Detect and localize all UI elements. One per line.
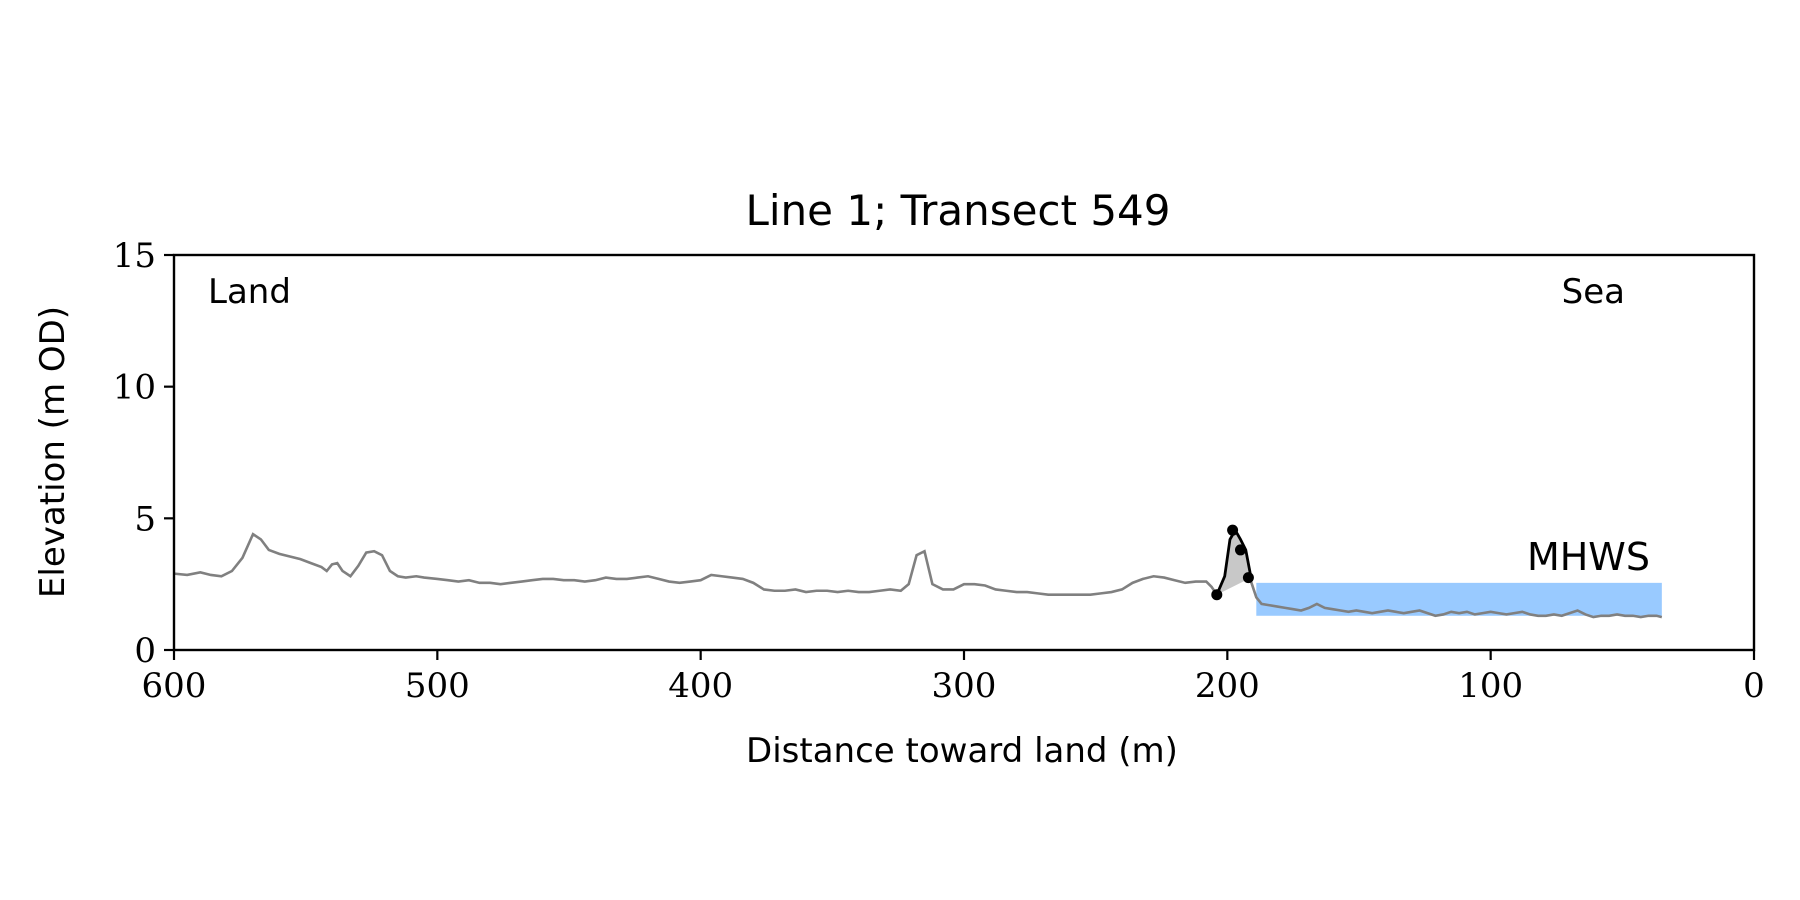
profile-line-land — [173, 532, 1218, 597]
x-tick-label-6: 0 — [1743, 666, 1765, 706]
plot-area — [173, 524, 1663, 619]
dune-markers — [1211, 524, 1254, 601]
x-tick-label-4: 200 — [1195, 666, 1260, 706]
chart-title: Line 1; Transect 549 — [745, 186, 1170, 235]
dune-marker-3 — [1242, 572, 1254, 584]
y-axis: 0 5 10 15 — [113, 236, 174, 671]
mhws-label: MHWS — [1527, 535, 1650, 579]
profile-line-sea — [1249, 581, 1663, 619]
x-tick-label-2: 400 — [668, 666, 733, 706]
y-tick-label-1: 5 — [134, 499, 156, 539]
x-tick-label-1: 500 — [405, 666, 470, 706]
x-axis-label: Distance toward land (m) — [746, 731, 1178, 771]
x-tick-label-5: 100 — [1458, 666, 1523, 706]
land-annotation: Land — [208, 272, 291, 312]
dune-marker-1 — [1227, 524, 1239, 536]
y-axis-label: Elevation (m OD) — [33, 306, 73, 598]
y-tick-label-2: 10 — [113, 368, 156, 408]
y-tick-label-0: 0 — [134, 631, 156, 671]
x-tick-label-3: 300 — [932, 666, 997, 706]
sea-annotation: Sea — [1562, 272, 1625, 312]
y-tick-label-3: 15 — [113, 236, 156, 276]
x-tick-label-0: 600 — [142, 666, 207, 706]
x-axis: 600 500 400 300 200 100 0 — [142, 650, 1765, 706]
dune-marker-2 — [1235, 544, 1246, 556]
dune-marker-0 — [1211, 589, 1223, 601]
mhws-band — [1256, 582, 1662, 616]
